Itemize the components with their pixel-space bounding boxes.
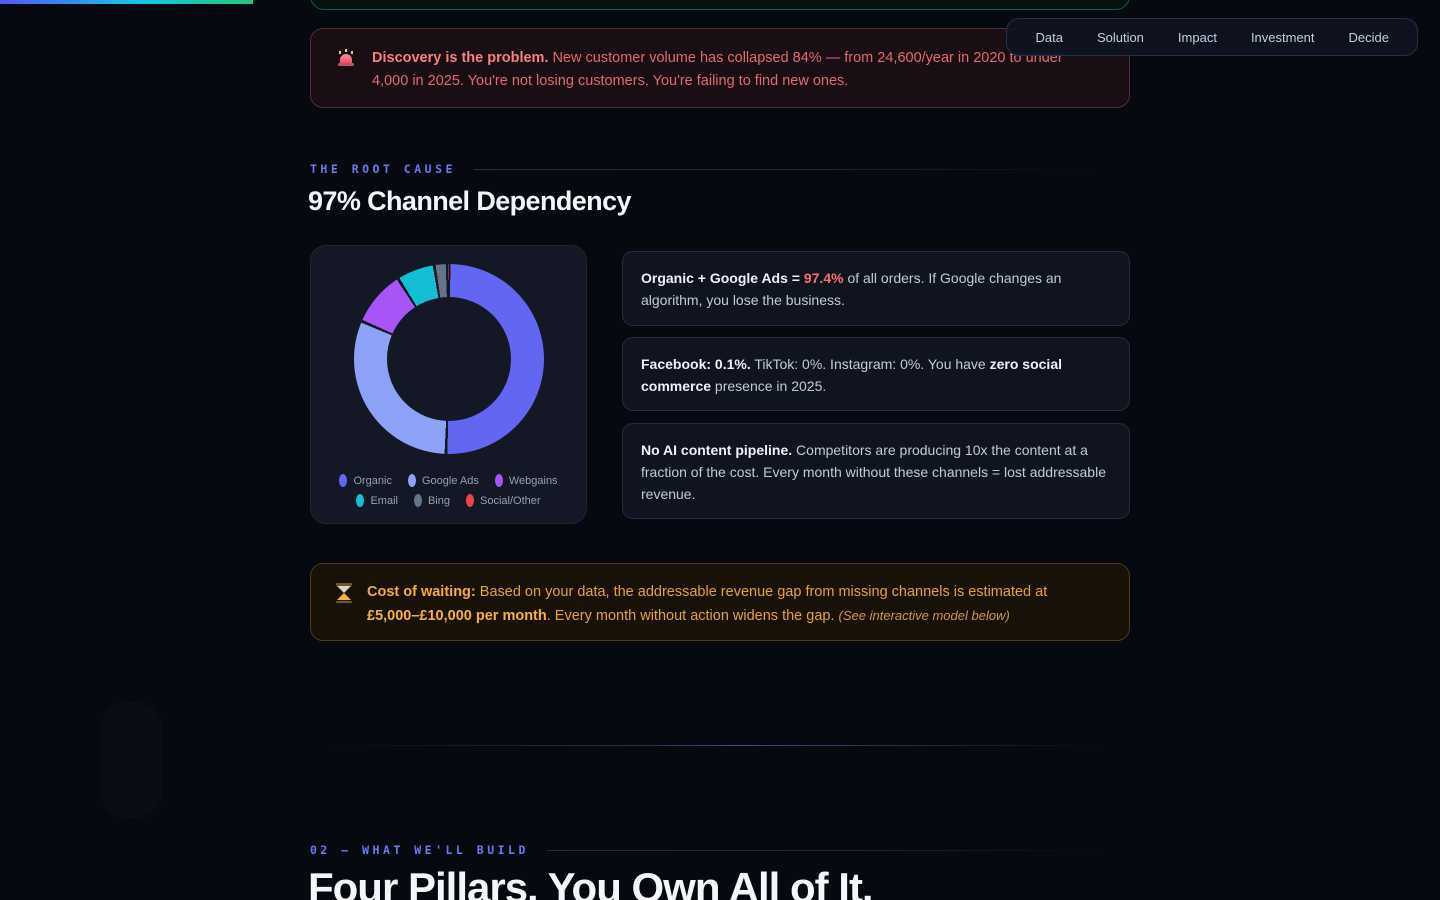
card2-body: presence in 2025. [711,378,827,394]
decorative-glow-rect [100,702,162,818]
legend-label: Bing [427,494,450,507]
legend-item-social-other[interactable]: Social/Other [466,494,541,507]
alert-title: Discovery is the problem. [372,50,549,66]
siren-icon [337,49,355,67]
cost-body2: . Every month without action widens the … [546,608,839,624]
root-cause-title: 97% Channel Dependency [308,186,632,216]
nav-item-solution[interactable]: Solution [1096,29,1144,45]
previous-card-bottom-edge [310,0,1130,10]
legend-label: Social/Other [480,494,541,507]
legend-label: Webgains [508,474,558,487]
card1-lead: Organic + Google Ads = [641,270,804,286]
discovery-alert: Discovery is the problem. New customer v… [310,28,1130,108]
card1-highlight: 97.4% [803,270,844,286]
nav-item-decide[interactable]: Decide [1348,29,1389,45]
cost-note: (See interactive model below) [838,608,1010,623]
legend-swatch [494,474,503,487]
legend-label: Email [370,494,398,507]
cost-of-waiting-callout: Cost of waiting: Based on your data, the… [310,563,1130,641]
nav-item-investment[interactable]: Investment [1250,29,1315,45]
card2-lead: Facebook: 0.1%. [641,356,751,372]
section-rule [473,168,1130,170]
legend-swatch [407,474,416,487]
legend-label: Organic [353,474,392,487]
hourglass-icon [336,583,352,603]
chart-legend: Organic Google Ads Webgains Email Bing Social… [311,474,586,507]
card3-lead: No AI content pipeline. [641,442,793,458]
legend-item-email[interactable]: Email [356,494,398,507]
legend-item-organic[interactable]: Organic [339,474,392,487]
section-build-header: 02 — WHAT WE'LL BUILD [310,843,1130,857]
cost-text: Cost of waiting: Based on your data, the… [367,579,1103,628]
build-title: Four Pillars. You Own All of It. [308,864,874,900]
section-root-cause-header: THE ROOT CAUSE [310,162,1130,176]
card3-body: Competitors are producing 10x the conten… [641,442,1106,502]
card2-mid: TikTok: 0%. Instagram: 0%. You have [750,356,990,372]
section-label: 02 — WHAT WE'LL BUILD [310,843,529,857]
section-rule [546,849,1130,851]
legend-swatch [466,494,474,507]
alert-text: Discovery is the problem. New customer v… [372,45,1103,93]
channel-donut-chart [354,264,544,454]
legend-swatch [356,494,365,507]
card2-bold: zero social commerce [641,356,1062,394]
insight-card-dependency: Organic + Google Ads = 97.4% of all orde… [622,251,1130,326]
insight-card-ai-pipeline: No AI content pipeline. Competitors are … [622,423,1130,519]
legend-item-bing[interactable]: Bing [413,494,450,507]
alert-body: New customer volume has collapsed 84% — … [372,50,1063,89]
cost-title: Cost of waiting: [367,584,476,600]
legend-label: Google Ads [421,474,479,487]
section-divider [310,745,1130,746]
card1-body: of all orders. If Google changes an algo… [641,270,1062,308]
top-nav: Data Solution Impact Investment Decide [1006,18,1418,56]
scroll-progress-bar [0,0,253,4]
cost-amount: £5,000–£10,000 per month [367,608,547,624]
nav-item-impact[interactable]: Impact [1177,29,1217,45]
insight-card-social: Facebook: 0.1%. TikTok: 0%. Instagram: 0… [622,337,1130,411]
channel-mix-chart-card: Organic Google Ads Webgains Email Bing Social… [310,245,587,524]
section-label: THE ROOT CAUSE [310,162,456,176]
legend-item-google-ads[interactable]: Google Ads [407,474,479,487]
legend-swatch [339,474,348,487]
legend-item-webgains[interactable]: Webgains [494,474,558,487]
nav-item-data[interactable]: Data [1035,29,1063,45]
legend-swatch [413,494,422,507]
cost-body1: Based on your data, the addressable reve… [475,584,1048,600]
